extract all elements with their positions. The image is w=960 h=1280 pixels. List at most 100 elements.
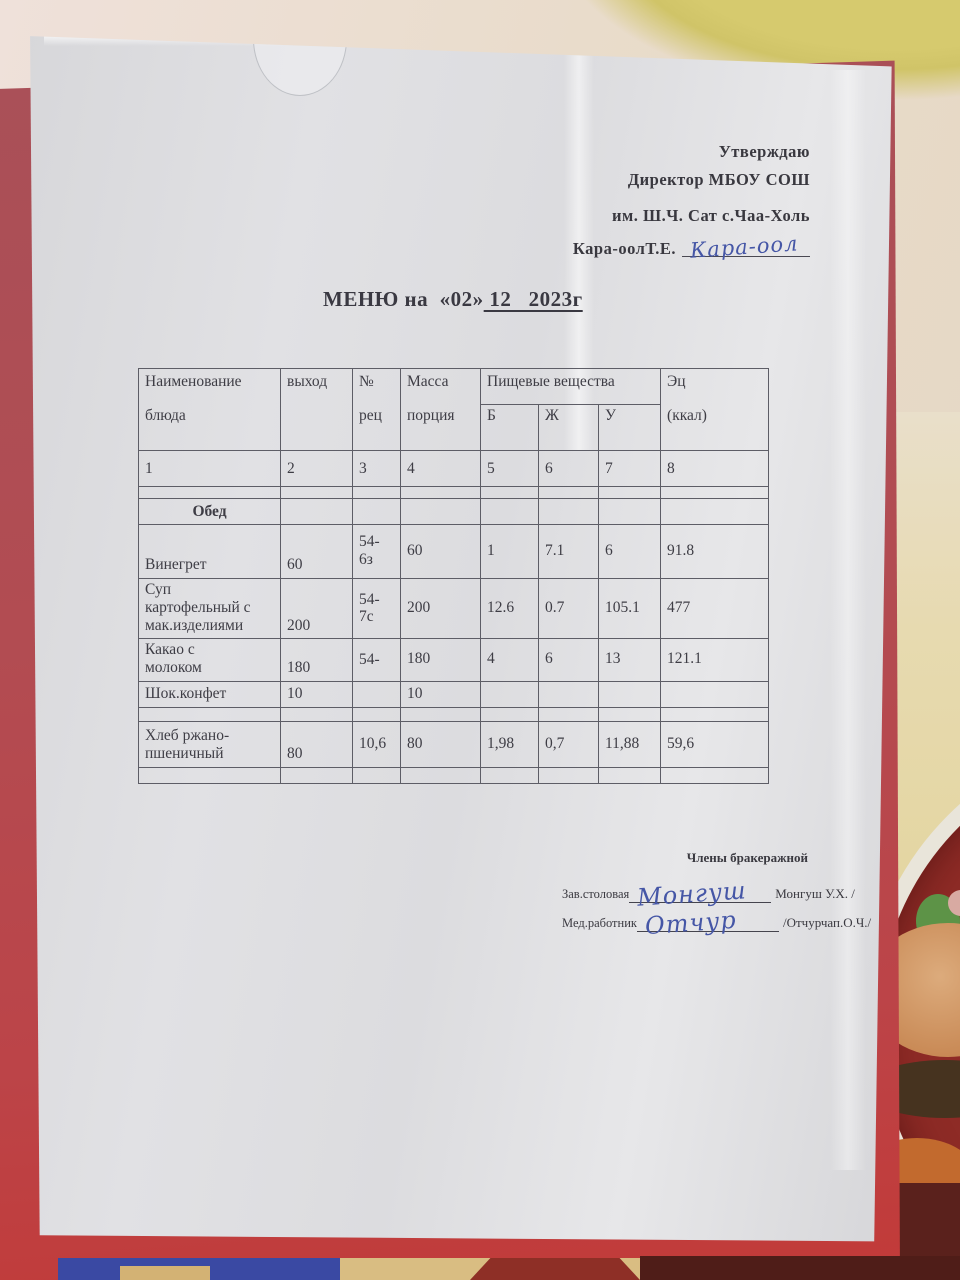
signature-row: Зав.столовая Монгуш Монгуш У.Х. / xyxy=(562,876,871,912)
shelf-object-tan-small xyxy=(120,1266,210,1280)
table-cell: 180 xyxy=(400,638,481,683)
table-cell: 80 xyxy=(280,721,353,769)
table-cell: 59,6 xyxy=(660,721,770,769)
header-dish-name: Наименование блюда xyxy=(138,368,281,451)
director-handwritten-signature: Кара-оол xyxy=(689,231,800,263)
signer-name: Монгуш У.Х. / xyxy=(775,886,855,901)
table-cell: 10,6 xyxy=(352,721,401,769)
signature-underline: Кара-оол xyxy=(682,231,810,263)
signer-role: Мед.работник xyxy=(562,916,637,930)
table-cell: 1 xyxy=(138,450,281,487)
signer-name: /Отчурчап.О.Ч./ xyxy=(782,915,872,930)
table-cell: 1,98 xyxy=(480,721,539,769)
director-name: Кара-оолТ.Е. xyxy=(572,239,676,259)
table-cell: 60 xyxy=(280,524,353,579)
header-nutrients: Пищевые вещества xyxy=(479,368,662,405)
approval-line: им. Ш.Ч. Сат с.Чаа-Холь xyxy=(611,205,810,225)
signature-underline: Отчур xyxy=(636,906,779,940)
table-cell xyxy=(538,681,599,709)
approval-signature-line: Кара-оолТ.Е. Кара-оол xyxy=(572,231,810,263)
table-cell: 4 xyxy=(480,638,539,683)
table-row: Шок.конфет 10 10 xyxy=(138,681,770,709)
approval-line: Директор МБОУ СОШ xyxy=(627,169,810,189)
table-cell: 54- 6з xyxy=(352,524,401,579)
sleeve-glare xyxy=(830,70,866,1170)
approval-block: Утверждаю Директор МБОУ СОШ им. Ш.Ч. Сат… xyxy=(572,142,810,263)
header-protein: Б xyxy=(480,404,539,451)
table-cell: 91.8 xyxy=(660,524,770,579)
table-cell: 6 xyxy=(597,524,662,579)
table-cell: 477 xyxy=(660,577,770,640)
commission-heading: Члены бракеражной xyxy=(686,850,808,865)
table-cell: 105.1 xyxy=(597,577,662,640)
table-cell xyxy=(352,681,401,709)
table-cell: 13 xyxy=(597,638,662,683)
table-cell xyxy=(597,681,662,709)
table-cell xyxy=(480,681,539,709)
menu-title: МЕНЮ на «02» 12 2023г xyxy=(323,287,583,312)
dish-name-cell: Шок.конфет xyxy=(138,681,281,709)
table-cell xyxy=(660,681,770,709)
table-cell: 200 xyxy=(400,577,481,640)
dish-name-cell: Хлеб ржано- пшеничный xyxy=(138,721,281,769)
signature-rows: Зав.столовая Монгуш Монгуш У.Х. / Мед.рабо… xyxy=(562,876,872,944)
header-text: Наименование xyxy=(145,373,242,390)
table-row: Суп картофельный с мак.изделиями 200 54-… xyxy=(138,577,770,640)
table-cell: 7 xyxy=(597,450,662,487)
menu-title-prefix: МЕНЮ на «02» xyxy=(323,287,484,311)
table-cell: 11,88 xyxy=(597,721,662,769)
table-cell: 6 xyxy=(538,638,599,683)
section-row: Обед xyxy=(138,498,770,525)
table-row: Винегрет 60 54- 6з 60 1 7.1 6 91.8 xyxy=(138,524,770,579)
sleeve-thumb-notch xyxy=(253,39,347,96)
menu-title-date: 12 2023г xyxy=(483,287,583,311)
header-portion-mass: Масса порция xyxy=(400,368,481,451)
dish-name-cell: Какао с молоком xyxy=(138,638,281,683)
header-text: Масса xyxy=(407,373,449,390)
table-cell: 54- xyxy=(352,638,401,683)
spacer-row xyxy=(138,767,770,785)
menu-document-sheet: Утверждаю Директор МБОУ СОШ им. Ш.Ч. Сат… xyxy=(30,36,892,1242)
signer-role: Зав.столовая xyxy=(562,887,630,901)
table-cell: 1 xyxy=(480,524,539,579)
table-cell: 0,7 xyxy=(538,721,599,769)
table-cell: 2 xyxy=(280,450,353,487)
header-text: выход xyxy=(287,373,328,390)
table-cell: 54- 7с xyxy=(352,577,401,640)
table-cell: 80 xyxy=(400,721,481,769)
table-cell: 7.1 xyxy=(538,524,599,579)
table-cell: 60 xyxy=(400,524,481,579)
table-cell: 10 xyxy=(280,681,353,709)
menu-table: Наименование блюда выход № рец Масса порция… xyxy=(138,368,770,785)
column-index-row: 1 2 3 4 5 6 7 8 xyxy=(138,450,770,487)
signature-row: Мед.работник Отчур/Отчурчап.О.Ч./ xyxy=(562,906,872,940)
shelf-object-red xyxy=(470,1258,640,1280)
header-recipe-no: № рец xyxy=(352,368,401,451)
table-cell: 180 xyxy=(280,638,353,683)
spacer-row xyxy=(138,486,770,499)
header-text: блюда xyxy=(145,407,186,424)
table-cell: 10 xyxy=(400,681,481,709)
header-text: № xyxy=(359,373,374,390)
spacer-row xyxy=(138,707,770,723)
header-text: (ккал) xyxy=(667,407,707,424)
section-label: Обед xyxy=(138,498,281,525)
table-cell: 200 xyxy=(280,577,353,640)
header-carbs: У xyxy=(597,404,662,451)
table-cell: 5 xyxy=(480,450,539,487)
approval-line: Утверждаю xyxy=(718,142,810,161)
dish-name-cell: Винегрет xyxy=(138,524,281,579)
table-cell: 4 xyxy=(400,450,481,487)
table-row: Хлеб ржано- пшеничный 80 10,6 80 1,98 0,… xyxy=(138,721,770,769)
header-text: рец xyxy=(359,407,382,424)
table-cell: 3 xyxy=(352,450,401,487)
header-energy: Эц (ккал) xyxy=(660,368,770,451)
handwritten-signature: Отчур xyxy=(644,905,738,941)
header-output: выход xyxy=(280,368,353,451)
table-row: Какао с молоком 180 54- 180 4 6 13 121.1 xyxy=(138,638,770,683)
dish-name-cell: Суп картофельный с мак.изделиями xyxy=(138,577,281,640)
poster-food-bit xyxy=(948,890,960,916)
header-text: порция xyxy=(407,407,455,424)
table-cell: 12.6 xyxy=(480,577,539,640)
